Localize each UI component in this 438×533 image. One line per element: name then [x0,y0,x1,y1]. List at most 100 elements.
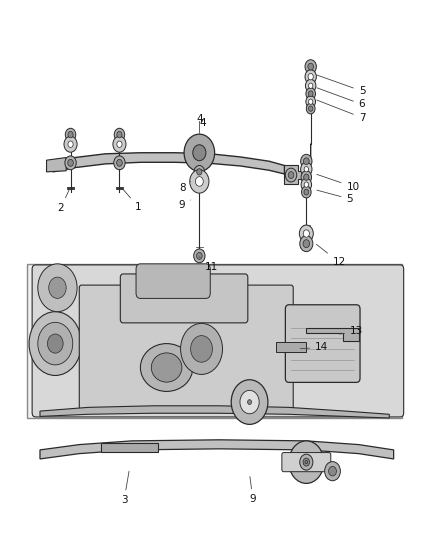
Circle shape [300,155,312,168]
Circle shape [286,168,297,182]
Circle shape [47,334,63,353]
Circle shape [197,253,202,260]
Circle shape [308,74,313,80]
Text: 2: 2 [57,189,69,213]
Circle shape [240,390,259,414]
Circle shape [117,132,122,138]
Circle shape [113,136,126,152]
Polygon shape [276,342,306,352]
Circle shape [300,454,313,470]
Circle shape [38,322,73,365]
Circle shape [308,91,313,96]
Circle shape [305,70,316,84]
FancyBboxPatch shape [79,285,293,413]
Circle shape [195,176,203,186]
Circle shape [304,182,308,187]
Circle shape [305,79,316,92]
Circle shape [193,145,206,161]
Circle shape [191,336,212,362]
Circle shape [180,324,223,374]
Text: 7: 7 [317,100,365,123]
Text: 9: 9 [250,477,256,504]
Text: 13: 13 [339,326,363,336]
Ellipse shape [151,353,182,382]
Circle shape [303,240,310,248]
Circle shape [68,159,74,166]
Circle shape [114,128,125,141]
Circle shape [303,230,309,237]
Text: 3: 3 [121,471,129,505]
Circle shape [289,441,324,483]
Text: 5: 5 [317,75,365,96]
Text: 6: 6 [317,88,365,109]
Circle shape [300,236,313,252]
Text: 10: 10 [317,174,360,192]
Circle shape [117,159,122,166]
Circle shape [65,156,76,169]
Text: 9: 9 [179,200,191,211]
Text: 4: 4 [196,114,203,124]
Circle shape [29,312,81,375]
FancyBboxPatch shape [282,453,331,472]
Circle shape [300,163,312,176]
Circle shape [308,83,313,88]
Circle shape [304,166,308,172]
Circle shape [304,174,309,180]
Text: 11: 11 [199,257,218,271]
Circle shape [299,225,313,242]
Circle shape [301,171,311,183]
Circle shape [68,141,73,148]
Polygon shape [306,328,359,341]
Circle shape [231,379,268,424]
Polygon shape [285,165,306,184]
Circle shape [301,178,311,191]
Circle shape [301,186,311,198]
Circle shape [194,249,205,263]
Circle shape [308,63,314,70]
Circle shape [308,106,313,111]
Circle shape [325,462,340,481]
Circle shape [306,96,315,108]
FancyBboxPatch shape [120,274,248,323]
Circle shape [65,128,76,141]
Circle shape [114,156,125,169]
Circle shape [304,158,309,165]
Text: 1: 1 [123,189,142,212]
Circle shape [38,264,77,312]
Circle shape [68,132,73,138]
Text: 8: 8 [179,181,191,193]
Circle shape [308,99,313,104]
Polygon shape [40,406,389,418]
Circle shape [190,169,209,193]
Circle shape [304,189,309,195]
Circle shape [194,165,205,178]
Polygon shape [53,153,285,174]
FancyBboxPatch shape [136,264,210,298]
FancyBboxPatch shape [27,264,403,418]
FancyBboxPatch shape [286,305,360,382]
Polygon shape [46,158,66,172]
Circle shape [328,466,336,476]
Circle shape [49,277,66,298]
Circle shape [306,103,315,114]
Circle shape [303,458,310,466]
Circle shape [64,136,77,152]
Circle shape [305,461,307,464]
Text: 12: 12 [316,244,346,267]
Circle shape [288,172,294,179]
Text: 14: 14 [300,342,328,352]
Circle shape [304,459,309,465]
Circle shape [246,397,254,407]
Polygon shape [40,440,394,459]
Circle shape [184,134,215,171]
Circle shape [247,400,251,405]
FancyBboxPatch shape [32,265,404,417]
Circle shape [305,60,316,74]
Circle shape [197,168,202,175]
Text: 4: 4 [199,118,206,134]
Polygon shape [101,443,158,451]
Circle shape [306,88,315,100]
Text: 5: 5 [317,190,353,204]
Ellipse shape [141,344,193,391]
Circle shape [117,141,122,148]
